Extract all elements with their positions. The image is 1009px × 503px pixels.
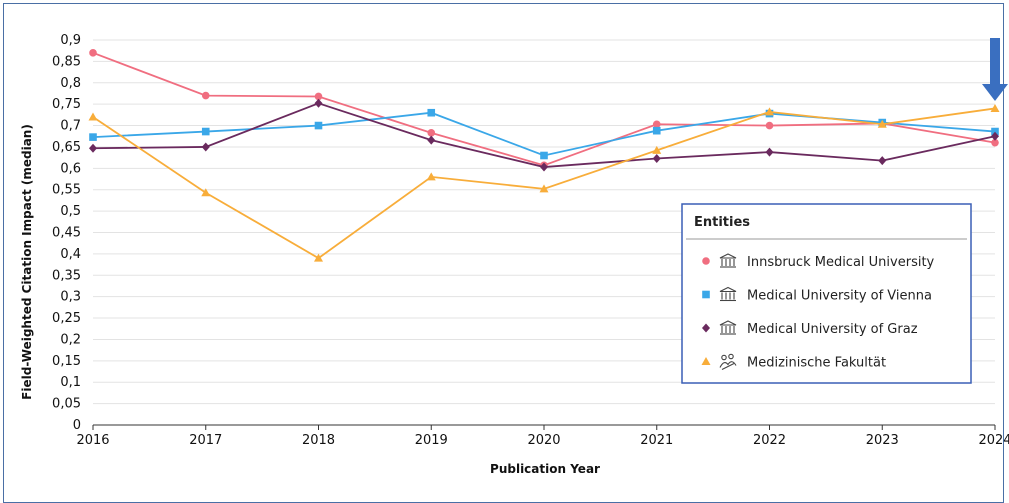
data-point[interactable] [991, 127, 999, 136]
data-point[interactable] [89, 49, 97, 57]
data-point[interactable] [426, 172, 436, 181]
y-tick-label: 0,55 [52, 183, 81, 198]
x-tick-label: 2016 [76, 433, 109, 448]
data-point[interactable] [201, 91, 210, 100]
y-axis-ticks: 0 0,05 0,1 0,15 0,2 0,25 0,3 0,35 0,4 0,45 0,5 0,55… [52, 33, 81, 433]
y-tick-label: 0,1 [60, 375, 81, 390]
line-chart: 0 0,05 0,1 0,15 0,2 0,25 0,3 0,35 0,4 0,45 0,5 0,55… [20, 33, 1009, 476]
legend-label: Medical University of Vienna [747, 289, 932, 304]
y-tick-label: 0,45 [52, 226, 81, 241]
legend-label: Medizinische Fakultät [747, 356, 886, 371]
x-tick-label: 2020 [527, 433, 560, 448]
series-medizinische-fakult-t [88, 103, 1000, 262]
data-point[interactable] [427, 129, 436, 137]
y-tick-label: 0,85 [52, 54, 81, 69]
series-innsbruck-medical-university [89, 49, 999, 170]
data-point[interactable] [652, 145, 662, 154]
arrow-head [982, 84, 1008, 101]
series-line [92, 51, 996, 167]
x-axis-title: Publication Year [490, 462, 600, 476]
legend-marker[interactable] [702, 257, 710, 265]
data-point[interactable] [427, 135, 436, 145]
y-tick-label: 0 [73, 418, 81, 433]
x-tick-label: 2018 [302, 433, 335, 448]
institution-icon [719, 253, 737, 268]
y-tick-label: 0,7 [60, 119, 81, 134]
y-tick-label: 0,2 [60, 332, 81, 347]
data-point[interactable] [314, 92, 323, 101]
legend-label: Innsbruck Medical University [747, 255, 935, 270]
research-group-icon [719, 353, 737, 370]
institution-icon [719, 320, 737, 335]
data-point[interactable] [201, 188, 211, 197]
data-point[interactable] [878, 156, 887, 166]
x-tick-label: 2021 [640, 433, 673, 448]
data-point[interactable] [539, 184, 549, 193]
arrow-down-annotation [982, 38, 1008, 101]
legend-item[interactable]: Medizinische Fakultät [701, 353, 887, 371]
data-point[interactable] [990, 103, 1000, 112]
data-point[interactable] [540, 151, 548, 160]
y-tick-label: 0,35 [52, 268, 81, 283]
x-axis-ticks: 2016 2017 2018 2019 2020 2021 2022 2023 2024 [76, 425, 1009, 448]
data-point[interactable] [652, 120, 661, 129]
data-point[interactable] [201, 127, 210, 136]
data-point[interactable] [201, 142, 210, 152]
legend-item[interactable]: Medical University of Graz [702, 320, 918, 337]
series-group [88, 49, 1000, 262]
y-tick-label: 0,9 [60, 33, 81, 48]
legend-marker[interactable] [701, 357, 711, 365]
y-axis-title: Field-Weighted Citation Impact (median) [20, 124, 34, 400]
arrow-shaft [990, 38, 1000, 84]
legend-item[interactable]: Medical University of Vienna [702, 286, 932, 304]
x-tick-label: 2019 [415, 433, 448, 448]
y-tick-label: 0,75 [52, 97, 81, 112]
data-point[interactable] [765, 107, 774, 116]
data-point[interactable] [765, 147, 774, 157]
data-point[interactable] [314, 253, 323, 262]
data-point[interactable] [991, 131, 999, 141]
legend-marker[interactable] [702, 323, 710, 333]
data-point[interactable] [89, 143, 97, 153]
data-point[interactable] [991, 138, 999, 147]
data-point[interactable] [314, 98, 323, 108]
y-tick-label: 0,8 [60, 76, 81, 91]
series-medical-university-of-vienna [89, 108, 999, 160]
data-point[interactable] [652, 153, 661, 163]
y-tick-label: 0,65 [52, 140, 81, 155]
institution-icon [719, 286, 737, 302]
y-tick-label: 0,3 [60, 290, 81, 305]
y-tick-label: 0,05 [52, 397, 81, 412]
x-tick-label: 2024 [978, 433, 1009, 448]
x-tick-label: 2017 [189, 433, 222, 448]
data-point[interactable] [427, 108, 436, 117]
y-tick-label: 0,6 [60, 161, 81, 176]
y-tick-label: 0,25 [52, 311, 81, 326]
y-tick-label: 0,15 [52, 354, 81, 369]
data-point[interactable] [540, 162, 548, 172]
legend: Entities Innsbruck Medical University Med… [681, 203, 972, 384]
series-line [92, 111, 996, 157]
legend-marker[interactable] [702, 290, 710, 299]
data-point[interactable] [652, 126, 661, 135]
data-point[interactable] [877, 119, 887, 128]
data-point[interactable] [314, 121, 323, 130]
y-tick-label: 0,5 [60, 204, 81, 219]
legend-item[interactable]: Innsbruck Medical University [702, 253, 935, 270]
legend-title: Entities [694, 215, 750, 230]
x-tick-label: 2022 [753, 433, 786, 448]
x-tick-label: 2023 [866, 433, 899, 448]
legend-label: Medical University of Graz [747, 322, 918, 337]
data-point[interactable] [765, 121, 774, 130]
y-tick-label: 0,4 [60, 247, 81, 262]
data-point[interactable] [89, 133, 97, 141]
data-point[interactable] [88, 112, 98, 121]
series-medical-university-of-graz [89, 98, 999, 172]
